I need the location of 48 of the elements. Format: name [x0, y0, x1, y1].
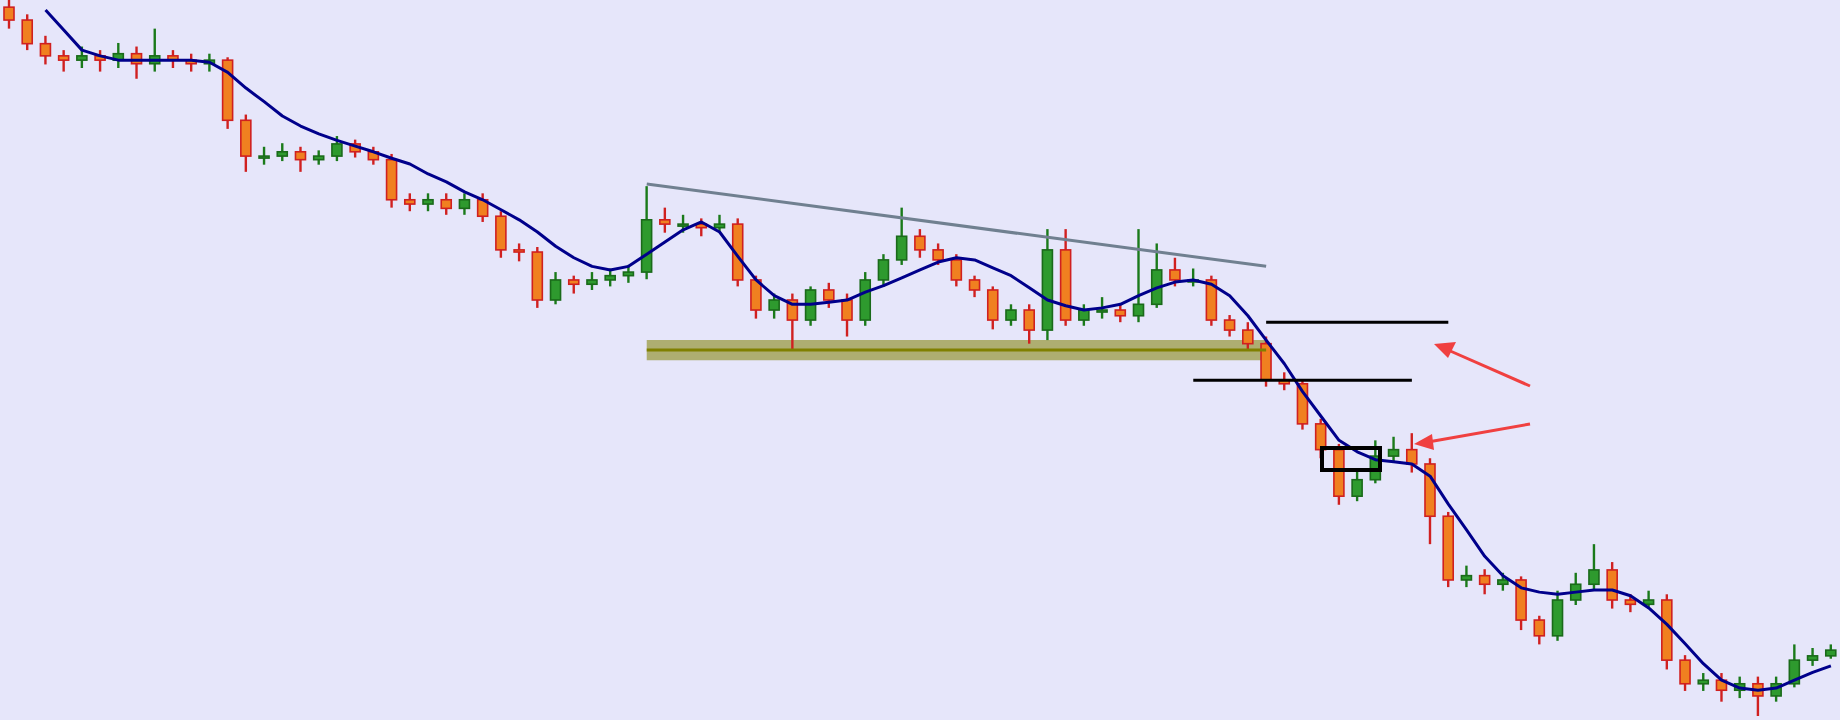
candlestick: [768, 292, 780, 320]
candlestick: [823, 281, 835, 310]
candlestick: [895, 206, 908, 267]
candlestick: [1588, 542, 1600, 592]
candlestick: [1150, 242, 1163, 310]
candlestick: [1096, 295, 1108, 320]
candlestick: [1132, 227, 1145, 324]
candlestick: [1478, 568, 1491, 596]
candlestick: [1005, 303, 1017, 327]
candlestick: [859, 270, 872, 327]
candlestick: [1533, 614, 1546, 646]
candlestick: [750, 274, 762, 320]
candlestick: [968, 274, 981, 299]
candlestick: [1023, 303, 1035, 345]
candlestick: [39, 34, 52, 66]
candlestick: [3, 0, 15, 30]
candlestick: [1223, 313, 1236, 338]
candlestick: [1169, 256, 1181, 288]
candlestick: [549, 270, 562, 306]
candlestick: [914, 227, 926, 259]
candlestick: [1405, 431, 1418, 474]
candlestick: [76, 45, 88, 70]
candlestick: [1551, 589, 1564, 643]
candlestick: [1333, 442, 1345, 506]
candlestick: [440, 192, 453, 216]
candlestick: [932, 242, 944, 267]
candlestick: [57, 48, 70, 73]
candlestick: [1679, 653, 1691, 693]
candlestick: [986, 285, 999, 331]
candlestick: [877, 252, 890, 288]
candlestick: [1260, 335, 1272, 388]
candlestick: [841, 292, 853, 338]
candlestick: [1515, 575, 1527, 632]
candlestick: [531, 245, 544, 310]
candlestick: [21, 13, 34, 52]
candlestick: [385, 152, 398, 209]
candlestick: [1351, 467, 1363, 503]
candlestick: [458, 192, 471, 216]
candlestick: [1387, 435, 1400, 464]
candlestick: [1242, 321, 1254, 353]
candlestick: [331, 134, 343, 163]
candlestick: [495, 210, 507, 259]
candlestick: [294, 145, 307, 174]
candlestick: [1078, 303, 1090, 327]
candlestick: [659, 206, 671, 234]
candlestick: [240, 113, 252, 174]
candlestick: [1460, 564, 1473, 589]
candlestick: [950, 252, 963, 288]
